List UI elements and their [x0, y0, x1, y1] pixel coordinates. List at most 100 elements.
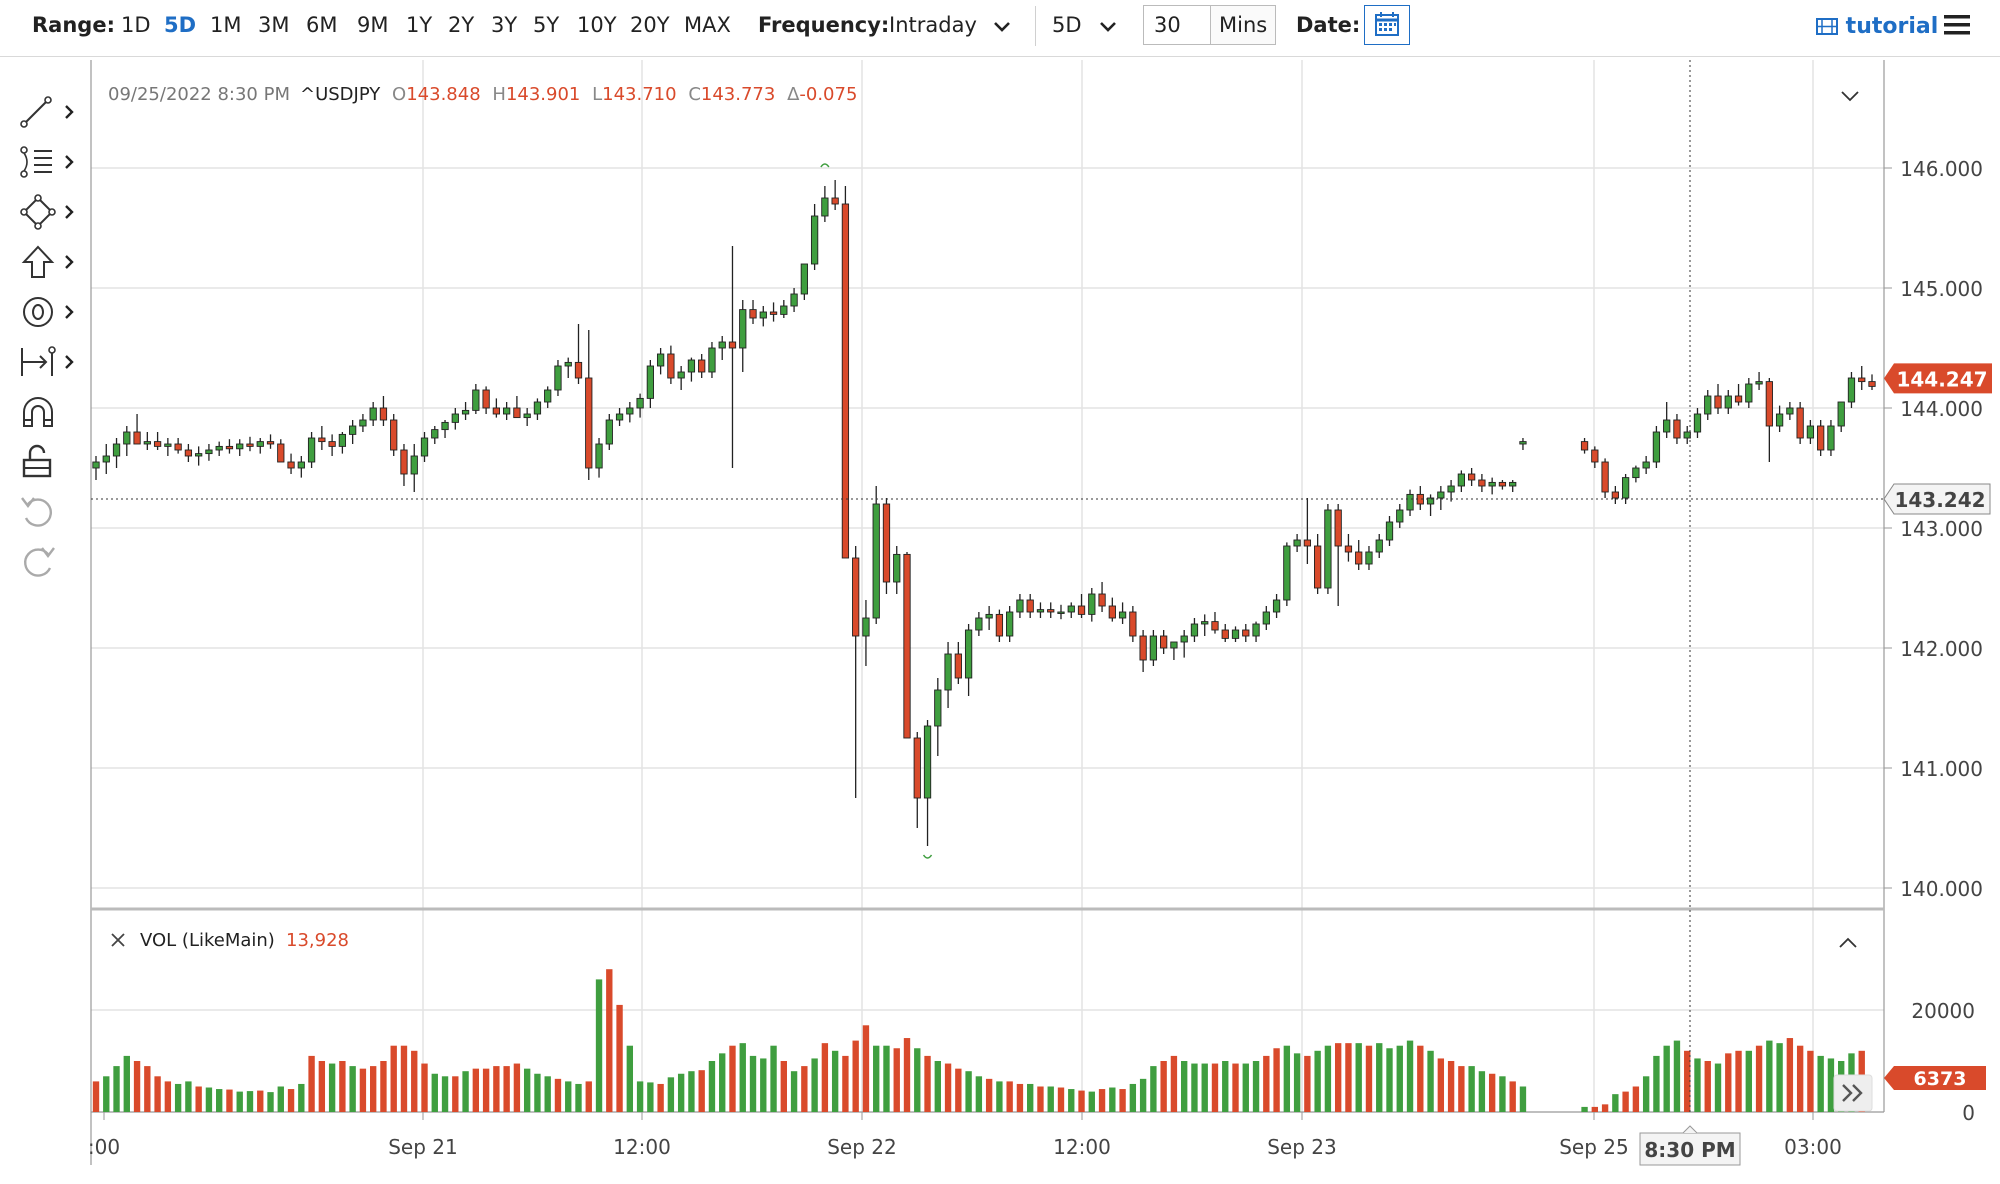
- candle: [1385, 516, 1394, 546]
- shape-tool-icon[interactable]: [18, 192, 80, 232]
- candle: [1149, 630, 1158, 666]
- redo-icon[interactable]: [18, 542, 80, 582]
- candle: [852, 546, 860, 798]
- period-select[interactable]: 5D: [1052, 13, 1082, 37]
- tutorial-link[interactable]: tutorial: [1816, 14, 1938, 39]
- volume-bar: [1109, 1087, 1116, 1112]
- range-6m[interactable]: 6M: [306, 13, 338, 37]
- candle: [307, 432, 316, 468]
- volume-bar: [1386, 1048, 1393, 1112]
- candle-body: [1385, 521, 1394, 541]
- range-9m[interactable]: 9M: [357, 13, 389, 37]
- time-tick-label: Sep 21: [388, 1135, 458, 1159]
- volume-bar: [1211, 1063, 1219, 1112]
- candle-body: [287, 461, 295, 469]
- expand-chevron-icon[interactable]: [1839, 937, 1857, 948]
- volume-bar: [1776, 1043, 1783, 1112]
- candle-body: [800, 263, 808, 295]
- candle-body: [1231, 629, 1240, 639]
- candle: [790, 288, 798, 312]
- arrow-up-tool-icon[interactable]: [18, 242, 80, 282]
- undo-icon[interactable]: [18, 492, 80, 532]
- candle-body: [420, 437, 429, 457]
- high-label: H: [492, 84, 506, 105]
- candle-body: [698, 359, 706, 373]
- date-picker-button[interactable]: [1364, 5, 1410, 45]
- candle-body: [1118, 611, 1127, 619]
- volume-bar: [452, 1076, 459, 1112]
- candle-body: [718, 341, 726, 349]
- volume-bar: [821, 1043, 829, 1112]
- candle-body: [667, 353, 675, 379]
- range-5d[interactable]: 5D: [164, 13, 197, 37]
- magnet-icon[interactable]: [18, 392, 80, 432]
- volume-bar: [1653, 1055, 1660, 1112]
- period-chevron-down-icon[interactable]: [1099, 20, 1117, 34]
- candle-body: [1355, 551, 1363, 565]
- volume-bar: [1735, 1050, 1742, 1112]
- unlock-icon[interactable]: [18, 442, 80, 482]
- candle: [123, 426, 131, 456]
- candle-body: [769, 311, 778, 315]
- time-tick-label: Sep 23: [1267, 1135, 1337, 1159]
- price-tick-label: 140.000: [1900, 877, 1983, 901]
- frequency-chevron-down-icon[interactable]: [993, 20, 1011, 34]
- candle: [400, 444, 408, 486]
- volume-bar: [1684, 1050, 1691, 1112]
- annotation-tool-icon[interactable]: [18, 292, 80, 332]
- volume-bar: [1057, 1087, 1065, 1112]
- volume-bar: [411, 1050, 418, 1112]
- interval-unit[interactable]: Mins: [1210, 5, 1276, 45]
- range-1d[interactable]: 1D: [121, 13, 151, 37]
- candle: [831, 180, 839, 210]
- range-20y[interactable]: 20Y: [630, 13, 670, 37]
- range-max[interactable]: MAX: [684, 13, 731, 37]
- trendline-tool-icon[interactable]: [18, 92, 80, 132]
- range-10y[interactable]: 10Y: [577, 13, 617, 37]
- range-3y[interactable]: 3Y: [491, 13, 518, 37]
- range-1m[interactable]: 1M: [210, 13, 242, 37]
- candle-body: [934, 689, 942, 727]
- volume-bar: [1242, 1063, 1249, 1112]
- time-tick-label: 03:00: [1784, 1135, 1842, 1159]
- volume-bar: [575, 1083, 582, 1112]
- menu-icon[interactable]: [1944, 14, 1970, 36]
- candle: [1118, 602, 1127, 624]
- range-5y[interactable]: 5Y: [533, 13, 560, 37]
- candle-body: [1519, 441, 1527, 445]
- measure-tool-icon[interactable]: [18, 342, 80, 382]
- candle-body: [1283, 545, 1291, 601]
- chart-grid: [91, 60, 1884, 1112]
- candle: [749, 300, 757, 324]
- volume-bar: [749, 1055, 757, 1112]
- range-2y[interactable]: 2Y: [448, 13, 475, 37]
- candle-body: [1868, 381, 1876, 387]
- candle: [431, 426, 439, 444]
- candle-body: [133, 431, 141, 445]
- fibonacci-tool-icon[interactable]: [18, 142, 80, 182]
- price-tick-label: 145.000: [1900, 277, 1983, 301]
- range-3m[interactable]: 3M: [258, 13, 290, 37]
- volume-bar: [154, 1076, 161, 1112]
- scroll-right-button[interactable]: [1833, 1074, 1873, 1112]
- candle: [133, 414, 141, 445]
- candle-body: [585, 377, 593, 469]
- volume-bar: [328, 1063, 336, 1112]
- close-indicator-icon[interactable]: [111, 933, 125, 947]
- candle: [1129, 606, 1137, 642]
- volume-bar: [1725, 1053, 1732, 1112]
- volume-tick-label: 20000: [1911, 999, 1975, 1023]
- candle-body: [1714, 395, 1722, 409]
- range-1y[interactable]: 1Y: [406, 13, 433, 37]
- collapse-chevron-icon[interactable]: [1841, 91, 1859, 102]
- candle-body: [1642, 461, 1650, 469]
- volume-bar: [1427, 1050, 1434, 1112]
- frequency-select[interactable]: Intraday: [889, 13, 977, 37]
- candle: [923, 720, 932, 846]
- candle-body: [564, 361, 572, 367]
- volume-bar: [1263, 1055, 1270, 1112]
- candle: [1868, 374, 1876, 390]
- candle-body: [246, 443, 254, 447]
- volume-bar: [595, 979, 603, 1112]
